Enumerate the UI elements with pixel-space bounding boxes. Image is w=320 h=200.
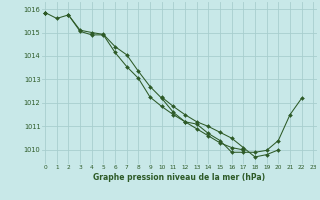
X-axis label: Graphe pression niveau de la mer (hPa): Graphe pression niveau de la mer (hPa) [93, 173, 265, 182]
